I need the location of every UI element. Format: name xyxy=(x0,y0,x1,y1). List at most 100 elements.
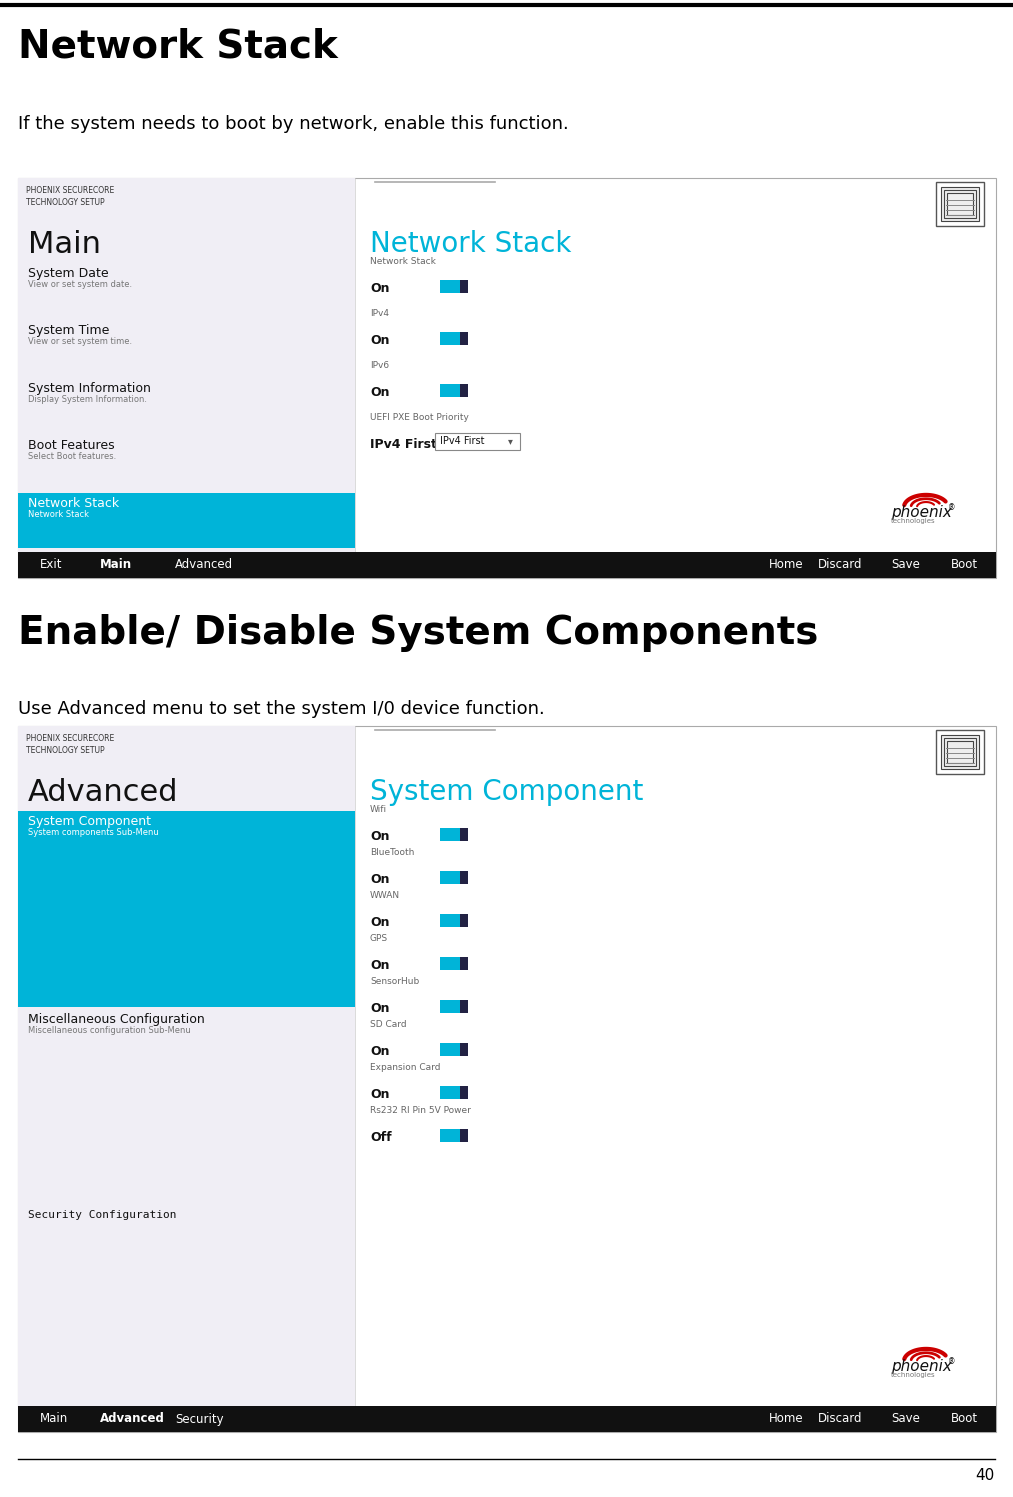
Text: Advanced: Advanced xyxy=(175,558,233,572)
Bar xyxy=(440,332,460,344)
Text: UEFI PXE Boot Priority: UEFI PXE Boot Priority xyxy=(370,413,469,422)
Text: Use Advanced menu to set the system I/0 device function.: Use Advanced menu to set the system I/0 … xyxy=(18,701,545,719)
Text: On: On xyxy=(370,829,390,843)
Text: Expansion Card: Expansion Card xyxy=(370,1063,441,1072)
Text: Main: Main xyxy=(100,558,132,572)
Text: On: On xyxy=(370,1001,390,1015)
Bar xyxy=(460,871,468,885)
Bar xyxy=(941,735,979,769)
Text: On: On xyxy=(370,960,390,972)
Text: 40: 40 xyxy=(976,1467,995,1482)
Text: PHOENIX SECURECORE
TECHNOLOGY SETUP: PHOENIX SECURECORE TECHNOLOGY SETUP xyxy=(26,734,114,754)
Text: phoenix: phoenix xyxy=(891,1359,952,1374)
Text: Wifi: Wifi xyxy=(370,805,387,814)
Text: Boot Features: Boot Features xyxy=(28,439,114,452)
Text: Advanced: Advanced xyxy=(28,778,178,807)
Bar xyxy=(18,1406,996,1433)
Text: Network Stack: Network Stack xyxy=(370,257,436,266)
Bar xyxy=(460,915,468,927)
Bar xyxy=(440,385,460,397)
Text: Network Stack: Network Stack xyxy=(370,231,571,257)
Text: Main: Main xyxy=(40,1413,68,1425)
Bar xyxy=(18,552,996,578)
Text: SD Card: SD Card xyxy=(370,1019,406,1028)
Text: Main: Main xyxy=(28,231,101,259)
Text: Boot: Boot xyxy=(951,558,978,572)
Bar xyxy=(460,1085,468,1099)
Text: Display System Information.: Display System Information. xyxy=(28,395,147,404)
Text: View or set system time.: View or set system time. xyxy=(28,337,132,346)
Text: Network Stack: Network Stack xyxy=(18,28,337,66)
Bar xyxy=(460,280,468,293)
Bar xyxy=(440,915,460,927)
Text: IPv4 First: IPv4 First xyxy=(440,437,484,446)
Text: If the system needs to boot by network, enable this function.: If the system needs to boot by network, … xyxy=(18,115,568,133)
Text: Discard: Discard xyxy=(817,1413,862,1425)
Bar xyxy=(460,332,468,344)
Bar xyxy=(936,183,984,226)
Text: Save: Save xyxy=(891,558,920,572)
Bar xyxy=(18,726,996,1433)
Bar xyxy=(440,871,460,885)
Bar xyxy=(440,828,460,841)
Text: ®: ® xyxy=(948,503,955,512)
Bar xyxy=(440,957,460,970)
Text: System components Sub-Menu: System components Sub-Menu xyxy=(28,828,159,837)
Text: Miscellaneous configuration Sub-Menu: Miscellaneous configuration Sub-Menu xyxy=(28,1025,190,1034)
Text: Exit: Exit xyxy=(40,558,63,572)
Text: System Component: System Component xyxy=(370,778,643,805)
Bar xyxy=(947,741,973,763)
Bar xyxy=(460,1000,468,1013)
Bar xyxy=(440,1043,460,1055)
Text: Boot: Boot xyxy=(951,1413,978,1425)
Text: IPv6: IPv6 xyxy=(370,361,389,370)
Bar xyxy=(440,280,460,293)
Text: System Time: System Time xyxy=(28,325,109,337)
Bar xyxy=(460,828,468,841)
Text: GPS: GPS xyxy=(370,934,388,943)
Bar xyxy=(944,738,976,766)
Text: IPv4: IPv4 xyxy=(370,308,389,317)
Bar xyxy=(435,433,520,451)
Bar xyxy=(947,193,973,216)
Text: View or set system date.: View or set system date. xyxy=(28,280,132,289)
Text: Discard: Discard xyxy=(817,558,862,572)
Text: Miscellaneous Configuration: Miscellaneous Configuration xyxy=(28,1012,205,1025)
Text: ®: ® xyxy=(948,1358,955,1367)
Text: Network Stack: Network Stack xyxy=(28,497,120,509)
Text: Rs232 RI Pin 5V Power: Rs232 RI Pin 5V Power xyxy=(370,1106,471,1115)
Bar xyxy=(440,1129,460,1142)
Bar xyxy=(460,957,468,970)
Text: On: On xyxy=(370,386,390,400)
Text: Security Configuration: Security Configuration xyxy=(28,1211,176,1220)
Text: Home: Home xyxy=(770,558,804,572)
Bar xyxy=(18,493,355,548)
Text: technologies: technologies xyxy=(891,1371,936,1379)
Bar xyxy=(440,1000,460,1013)
Text: IPv4 First: IPv4 First xyxy=(370,439,437,451)
Text: technologies: technologies xyxy=(891,518,936,524)
Bar xyxy=(18,811,355,1006)
Text: Off: Off xyxy=(370,1132,392,1144)
Bar xyxy=(941,187,979,222)
Text: On: On xyxy=(370,281,390,295)
Text: System Date: System Date xyxy=(28,266,108,280)
Text: Security: Security xyxy=(175,1413,224,1425)
Text: On: On xyxy=(370,873,390,886)
Text: System Information: System Information xyxy=(28,382,151,395)
Text: Home: Home xyxy=(770,1413,804,1425)
Text: On: On xyxy=(370,1088,390,1100)
Text: Advanced: Advanced xyxy=(100,1413,165,1425)
Bar xyxy=(936,731,984,774)
Bar xyxy=(460,1043,468,1055)
Text: System Component: System Component xyxy=(28,814,151,828)
Text: PHOENIX SECURECORE
TECHNOLOGY SETUP: PHOENIX SECURECORE TECHNOLOGY SETUP xyxy=(26,186,114,207)
Text: Enable/ Disable System Components: Enable/ Disable System Components xyxy=(18,614,819,653)
Text: phoenix: phoenix xyxy=(891,506,952,521)
Bar xyxy=(18,726,355,1433)
Bar xyxy=(18,178,355,578)
Text: BlueTooth: BlueTooth xyxy=(370,847,414,856)
Bar xyxy=(460,385,468,397)
Bar xyxy=(944,190,976,219)
Bar xyxy=(440,1085,460,1099)
